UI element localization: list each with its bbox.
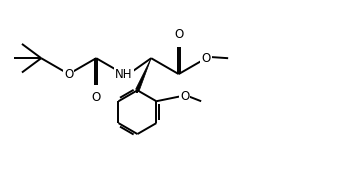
Text: O: O [174, 28, 183, 41]
Text: O: O [92, 91, 101, 104]
Text: NH: NH [115, 68, 132, 81]
Polygon shape [136, 58, 151, 91]
Text: O: O [64, 68, 73, 81]
Text: O: O [180, 90, 189, 103]
Text: O: O [201, 52, 211, 65]
